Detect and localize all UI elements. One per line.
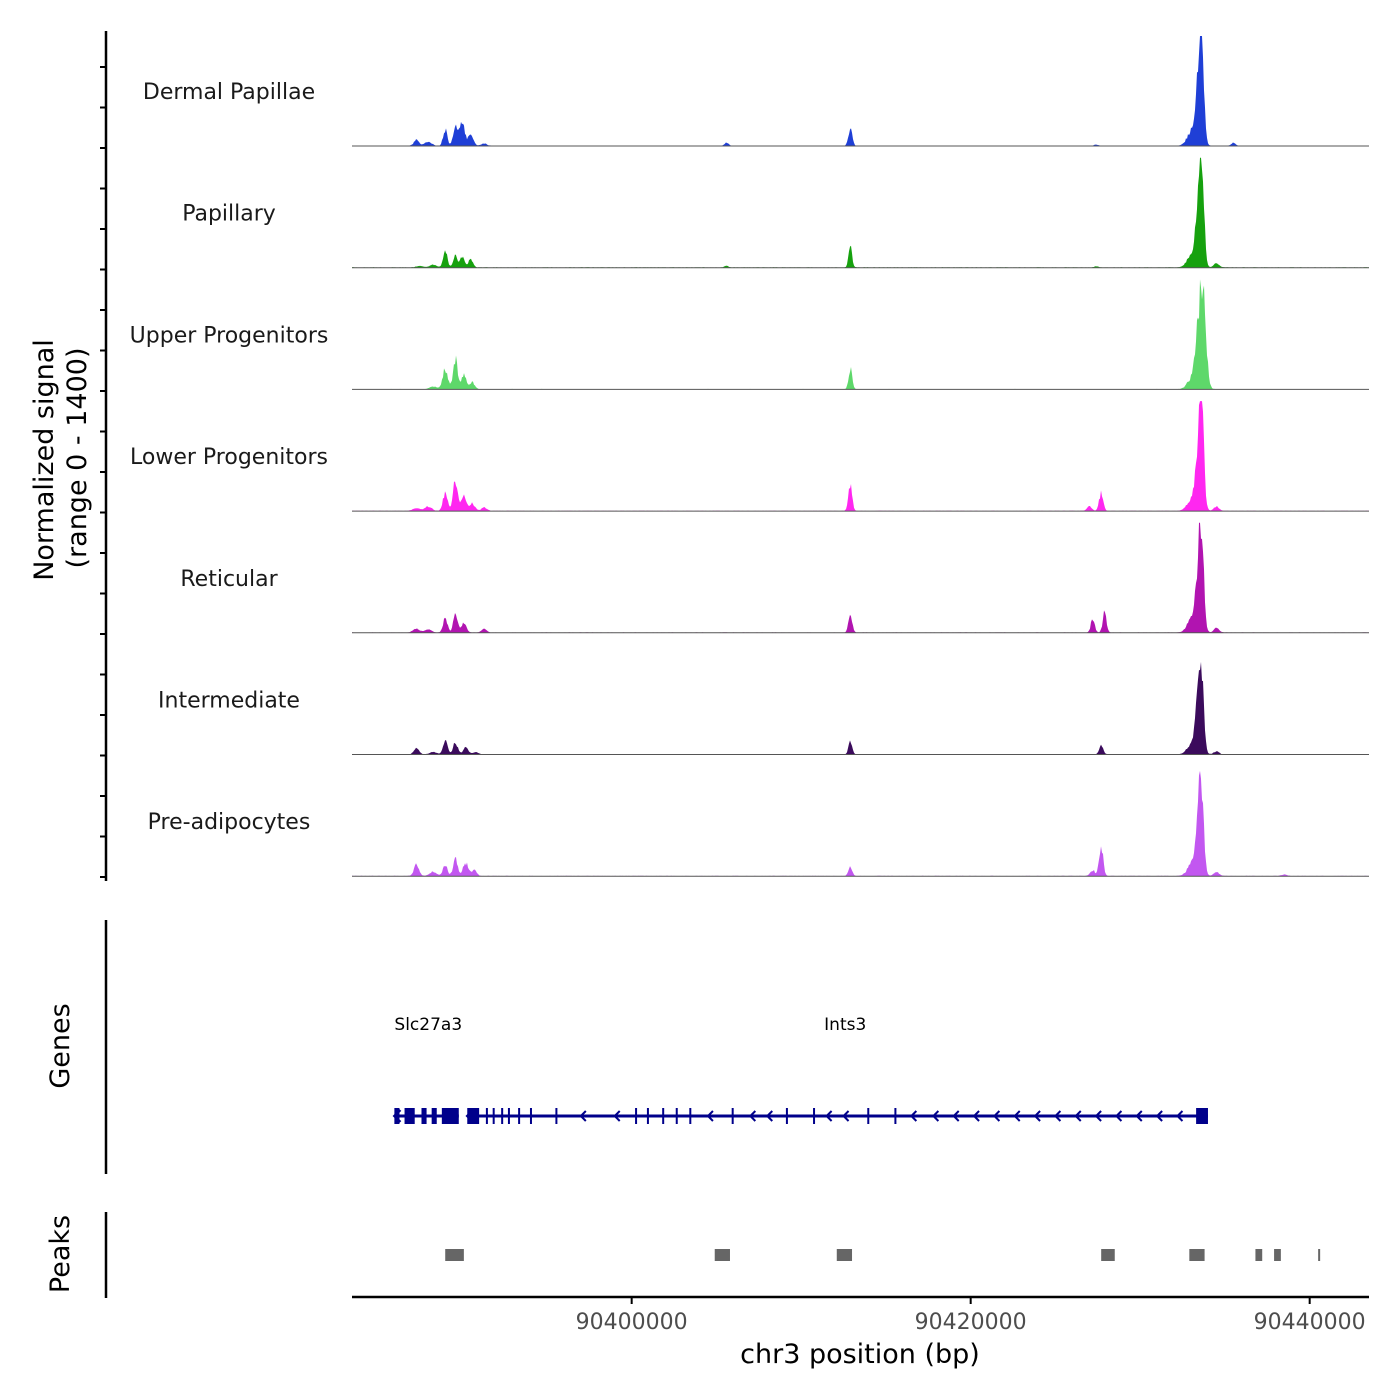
- gene-strand-arrow: [579, 1110, 587, 1122]
- track-label: Dermal Papillae: [143, 80, 315, 105]
- gene-exon: [555, 1108, 558, 1124]
- gene-exon: [646, 1108, 649, 1124]
- gene-exon: [813, 1108, 816, 1124]
- gene-exon: [441, 1108, 459, 1124]
- gene-strand-arrow: [706, 1110, 714, 1122]
- gene-label: Slc27a3: [394, 1015, 462, 1035]
- gene-slc27a3: Slc27a3: [392, 1015, 462, 1124]
- coverage-tracks: Dermal Papillae Papillary Upper Progenitor…: [130, 36, 1369, 877]
- gene-strand-arrow: [992, 1110, 1001, 1122]
- track-label: Upper Progenitors: [130, 323, 329, 348]
- gene-strand-arrow: [1155, 1110, 1163, 1122]
- gene-exon: [404, 1108, 415, 1124]
- gene-exon: [501, 1108, 504, 1124]
- gene-strand-arrow: [613, 1110, 621, 1122]
- gene-strand-arrow: [1074, 1110, 1082, 1122]
- gene-strand-arrow: [465, 1109, 475, 1123]
- gene-track: Slc27a3 Ints3: [392, 1015, 1208, 1124]
- gene-exon: [492, 1108, 495, 1124]
- gene-label: Ints3: [824, 1015, 866, 1035]
- gene-strand-arrow: [1054, 1110, 1062, 1122]
- gene-exon: [518, 1108, 521, 1124]
- gene-strand-arrow: [931, 1110, 940, 1122]
- coverage-area: [352, 279, 1369, 390]
- gene-exon: [894, 1108, 897, 1124]
- gene-exon: [867, 1108, 870, 1124]
- gene-strand-arrow: [909, 1110, 918, 1122]
- coverage-track-pre-adipocytes: Pre-adipocytes: [148, 770, 1369, 877]
- gene-strand-arrow: [392, 1109, 402, 1123]
- peak-region: [1255, 1249, 1263, 1261]
- gene-strand-arrow: [1013, 1110, 1021, 1122]
- gene-strand-arrow: [1135, 1110, 1143, 1122]
- gene-strand-arrow: [972, 1110, 980, 1122]
- coverage-track-lower-progenitors: Lower Progenitors: [130, 401, 1369, 512]
- gene-strand-arrow: [842, 1110, 850, 1122]
- track-label: Reticular: [180, 567, 278, 592]
- coverage-track-reticular: Reticular: [180, 522, 1369, 634]
- gene-ints3: Ints3: [465, 1015, 1208, 1124]
- peak-region: [445, 1249, 464, 1261]
- gene-exon: [507, 1108, 510, 1124]
- coverage-area: [352, 661, 1369, 755]
- peaks-track-title: Peaks: [45, 1215, 76, 1293]
- y-axis-title-line2: (range 0 - 1400): [62, 348, 93, 569]
- coverage-track-papillary: Papillary: [182, 157, 1369, 269]
- gene-exon: [662, 1108, 665, 1124]
- gene-strand-arrow: [1094, 1110, 1102, 1122]
- y-axis-title-line1: Normalized signal: [29, 339, 60, 581]
- genes-track-title: Genes: [45, 1003, 76, 1088]
- track-label: Pre-adipocytes: [148, 810, 311, 835]
- gene-exon: [529, 1108, 532, 1124]
- peak-region: [836, 1249, 853, 1261]
- x-tick-label: 90440000: [1254, 1310, 1366, 1335]
- axes: 90400000 90420000 90440000: [100, 31, 1369, 1335]
- coverage-area: [352, 401, 1369, 512]
- coverage-area: [352, 157, 1369, 268]
- gene-exon: [421, 1108, 427, 1124]
- gene-exon: [689, 1108, 692, 1124]
- gene-exon: [785, 1108, 788, 1124]
- coverage-area: [352, 770, 1369, 877]
- track-label: Papillary: [182, 202, 276, 227]
- gene-exon: [431, 1108, 437, 1124]
- gene-strand-arrow: [1115, 1110, 1123, 1122]
- coverage-track-upper-progenitors: Upper Progenitors: [130, 279, 1369, 390]
- gene-exon: [635, 1108, 638, 1124]
- gene-exon: [394, 1108, 400, 1124]
- track-label: Intermediate: [158, 689, 300, 714]
- gene-strand-arrow: [825, 1110, 833, 1122]
- gene-strand-arrow: [1033, 1110, 1041, 1122]
- peak-region: [1101, 1249, 1115, 1261]
- gene-exon: [731, 1108, 734, 1124]
- coverage-area: [352, 36, 1369, 146]
- gene-strand-arrow: [952, 1110, 960, 1122]
- coverage-track-intermediate: Intermediate: [158, 661, 1369, 755]
- x-axis-title: chr3 position (bp): [740, 1339, 980, 1370]
- peak-region: [1318, 1249, 1321, 1261]
- track-label: Lower Progenitors: [130, 445, 328, 470]
- gene-exon: [467, 1108, 480, 1124]
- gene-strand-arrow: [748, 1110, 757, 1122]
- gene-strand-arrow: [1176, 1110, 1184, 1122]
- gene-exon: [1196, 1108, 1208, 1124]
- peak-region: [714, 1249, 730, 1261]
- coverage-area: [352, 522, 1369, 633]
- peak-region: [1274, 1249, 1281, 1261]
- coverage-track-dermal-papillae: Dermal Papillae: [143, 36, 1369, 147]
- gene-strand-arrow: [765, 1110, 773, 1122]
- x-tick-label: 90400000: [576, 1310, 688, 1335]
- gene-exon: [485, 1108, 488, 1124]
- x-tick-label: 90420000: [915, 1310, 1027, 1335]
- peak-region: [1189, 1249, 1205, 1261]
- gene-exon: [675, 1108, 678, 1124]
- peak-track: [445, 1249, 1321, 1261]
